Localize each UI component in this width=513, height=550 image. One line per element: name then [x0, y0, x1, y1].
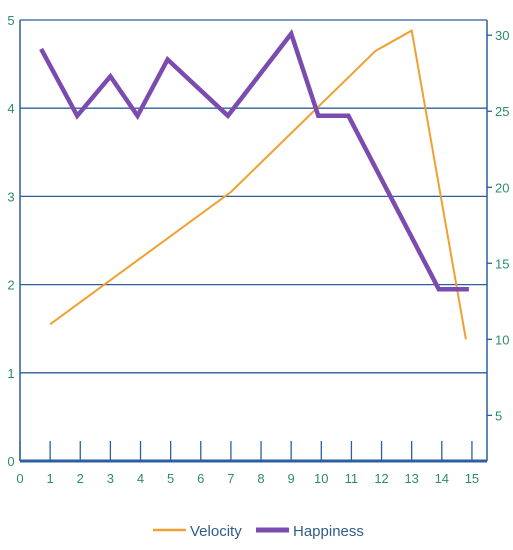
right-tick-label: 30 [495, 28, 509, 43]
left-axis-ticks: 0 1 2 3 4 5 [7, 13, 14, 469]
left-tick-label: 4 [7, 101, 14, 116]
right-tick-label: 20 [495, 180, 509, 195]
x-tick-label: 11 [345, 471, 359, 486]
x-tick-label: 8 [257, 471, 264, 486]
right-tick-label: 5 [495, 408, 502, 423]
x-tick-label: 4 [137, 471, 144, 486]
series-lines [39, 28, 469, 340]
x-tick-label: 10 [314, 471, 328, 486]
x-tick-label: 13 [404, 471, 418, 486]
gridlines [20, 19, 487, 374]
x-tick-label: 1 [47, 471, 54, 486]
x-tick-label: 9 [288, 471, 295, 486]
right-axis-ticks: 5 10 15 20 25 30 [487, 28, 509, 423]
x-tick-label: 7 [227, 471, 234, 486]
series-line-happiness [39, 28, 469, 292]
right-tick-label: 15 [495, 256, 509, 271]
x-tick-label: 3 [107, 471, 114, 486]
legend-label-happiness: Happiness [293, 523, 364, 540]
left-tick-label: 1 [7, 366, 14, 381]
right-tick-label: 25 [495, 104, 509, 119]
x-tick-label: 12 [374, 471, 388, 486]
x-tick-label: 2 [77, 471, 84, 486]
left-tick-label: 0 [7, 454, 14, 469]
left-tick-label: 2 [7, 278, 14, 293]
series-line-velocity [49, 29, 467, 340]
x-tick-label: 0 [16, 471, 23, 486]
legend: Velocity Happiness [153, 523, 364, 540]
x-tick-label: 14 [435, 471, 449, 486]
right-tick-label: 10 [495, 332, 509, 347]
x-tick-label: 6 [197, 471, 204, 486]
left-tick-label: 3 [7, 189, 14, 204]
axes [19, 20, 488, 463]
x-tick-label: 15 [465, 471, 479, 486]
left-tick-label: 5 [7, 13, 14, 28]
legend-label-velocity: Velocity [190, 523, 242, 540]
x-axis-ticks: 0 1 2 3 4 5 6 7 8 9 10 11 12 13 14 15 [16, 441, 479, 486]
x-tick-label: 5 [167, 471, 174, 486]
